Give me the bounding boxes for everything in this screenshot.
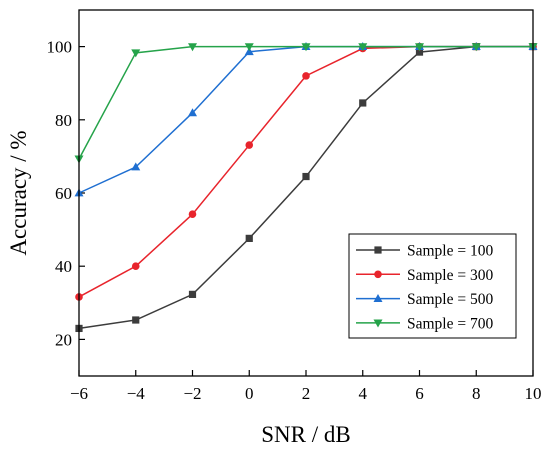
legend-label: Sample = 700 [407, 315, 493, 332]
data-point [188, 108, 197, 117]
x-tick-label: 10 [525, 384, 542, 403]
legend-label: Sample = 300 [407, 267, 493, 284]
x-tick-label: 6 [415, 384, 424, 403]
y-tick-label: 20 [55, 330, 72, 349]
y-tick-label: 40 [55, 257, 72, 276]
y-axis-title: Accuracy / % [6, 130, 31, 255]
data-point [302, 72, 310, 80]
legend-swatch-marker [374, 270, 382, 279]
x-tick-label: 8 [472, 384, 481, 403]
data-point [188, 210, 197, 219]
data-point [358, 43, 368, 52]
x-tick-label: −2 [183, 384, 201, 403]
data-point [415, 43, 424, 52]
data-point [301, 43, 311, 52]
legend-swatch-marker [374, 246, 382, 254]
x-tick-label: 0 [245, 384, 254, 403]
y-tick-label: 100 [47, 38, 73, 57]
data-point [188, 290, 197, 298]
legend-item: Sample = 700 [356, 315, 493, 332]
legend-label: Sample = 500 [407, 291, 493, 308]
series-line [78, 45, 533, 194]
data-point [131, 262, 140, 271]
y-tick-label: 80 [55, 111, 72, 130]
legend-swatch-marker [373, 294, 383, 302]
x-tick-label: −4 [127, 384, 146, 403]
plot-frame [78, 9, 534, 377]
series-layer [74, 42, 538, 333]
data-point [471, 43, 481, 52]
data-point [245, 141, 254, 149]
legend: Sample = 100 Sample = 300 Sample = 500 Samp… [348, 233, 517, 339]
data-point [359, 99, 367, 107]
legend-item: Sample = 100 [356, 243, 493, 260]
x-tick-label: 2 [302, 384, 311, 403]
data-point [131, 49, 141, 58]
legend-swatch-marker [373, 319, 383, 328]
data-point [302, 172, 310, 181]
data-point [132, 316, 140, 324]
legend-item: Sample = 500 [356, 291, 493, 308]
data-point [415, 48, 424, 56]
series-line [78, 45, 533, 160]
legend-label: Sample = 100 [407, 243, 493, 260]
legend-item: Sample = 300 [356, 267, 493, 284]
series-4 [74, 43, 538, 164]
data-point [244, 43, 254, 52]
x-tick-label: −6 [70, 384, 88, 403]
x-axis-title: SNR / dB [261, 422, 350, 447]
data-point [245, 234, 253, 242]
data-point [188, 43, 197, 52]
y-tick-label: 60 [55, 184, 72, 203]
data-point [131, 162, 141, 171]
x-tick-label: 4 [359, 384, 368, 403]
tick-labels: −6 −4 −2 0 2 4 6 8 10 20 40 60 80 100 [47, 38, 542, 403]
